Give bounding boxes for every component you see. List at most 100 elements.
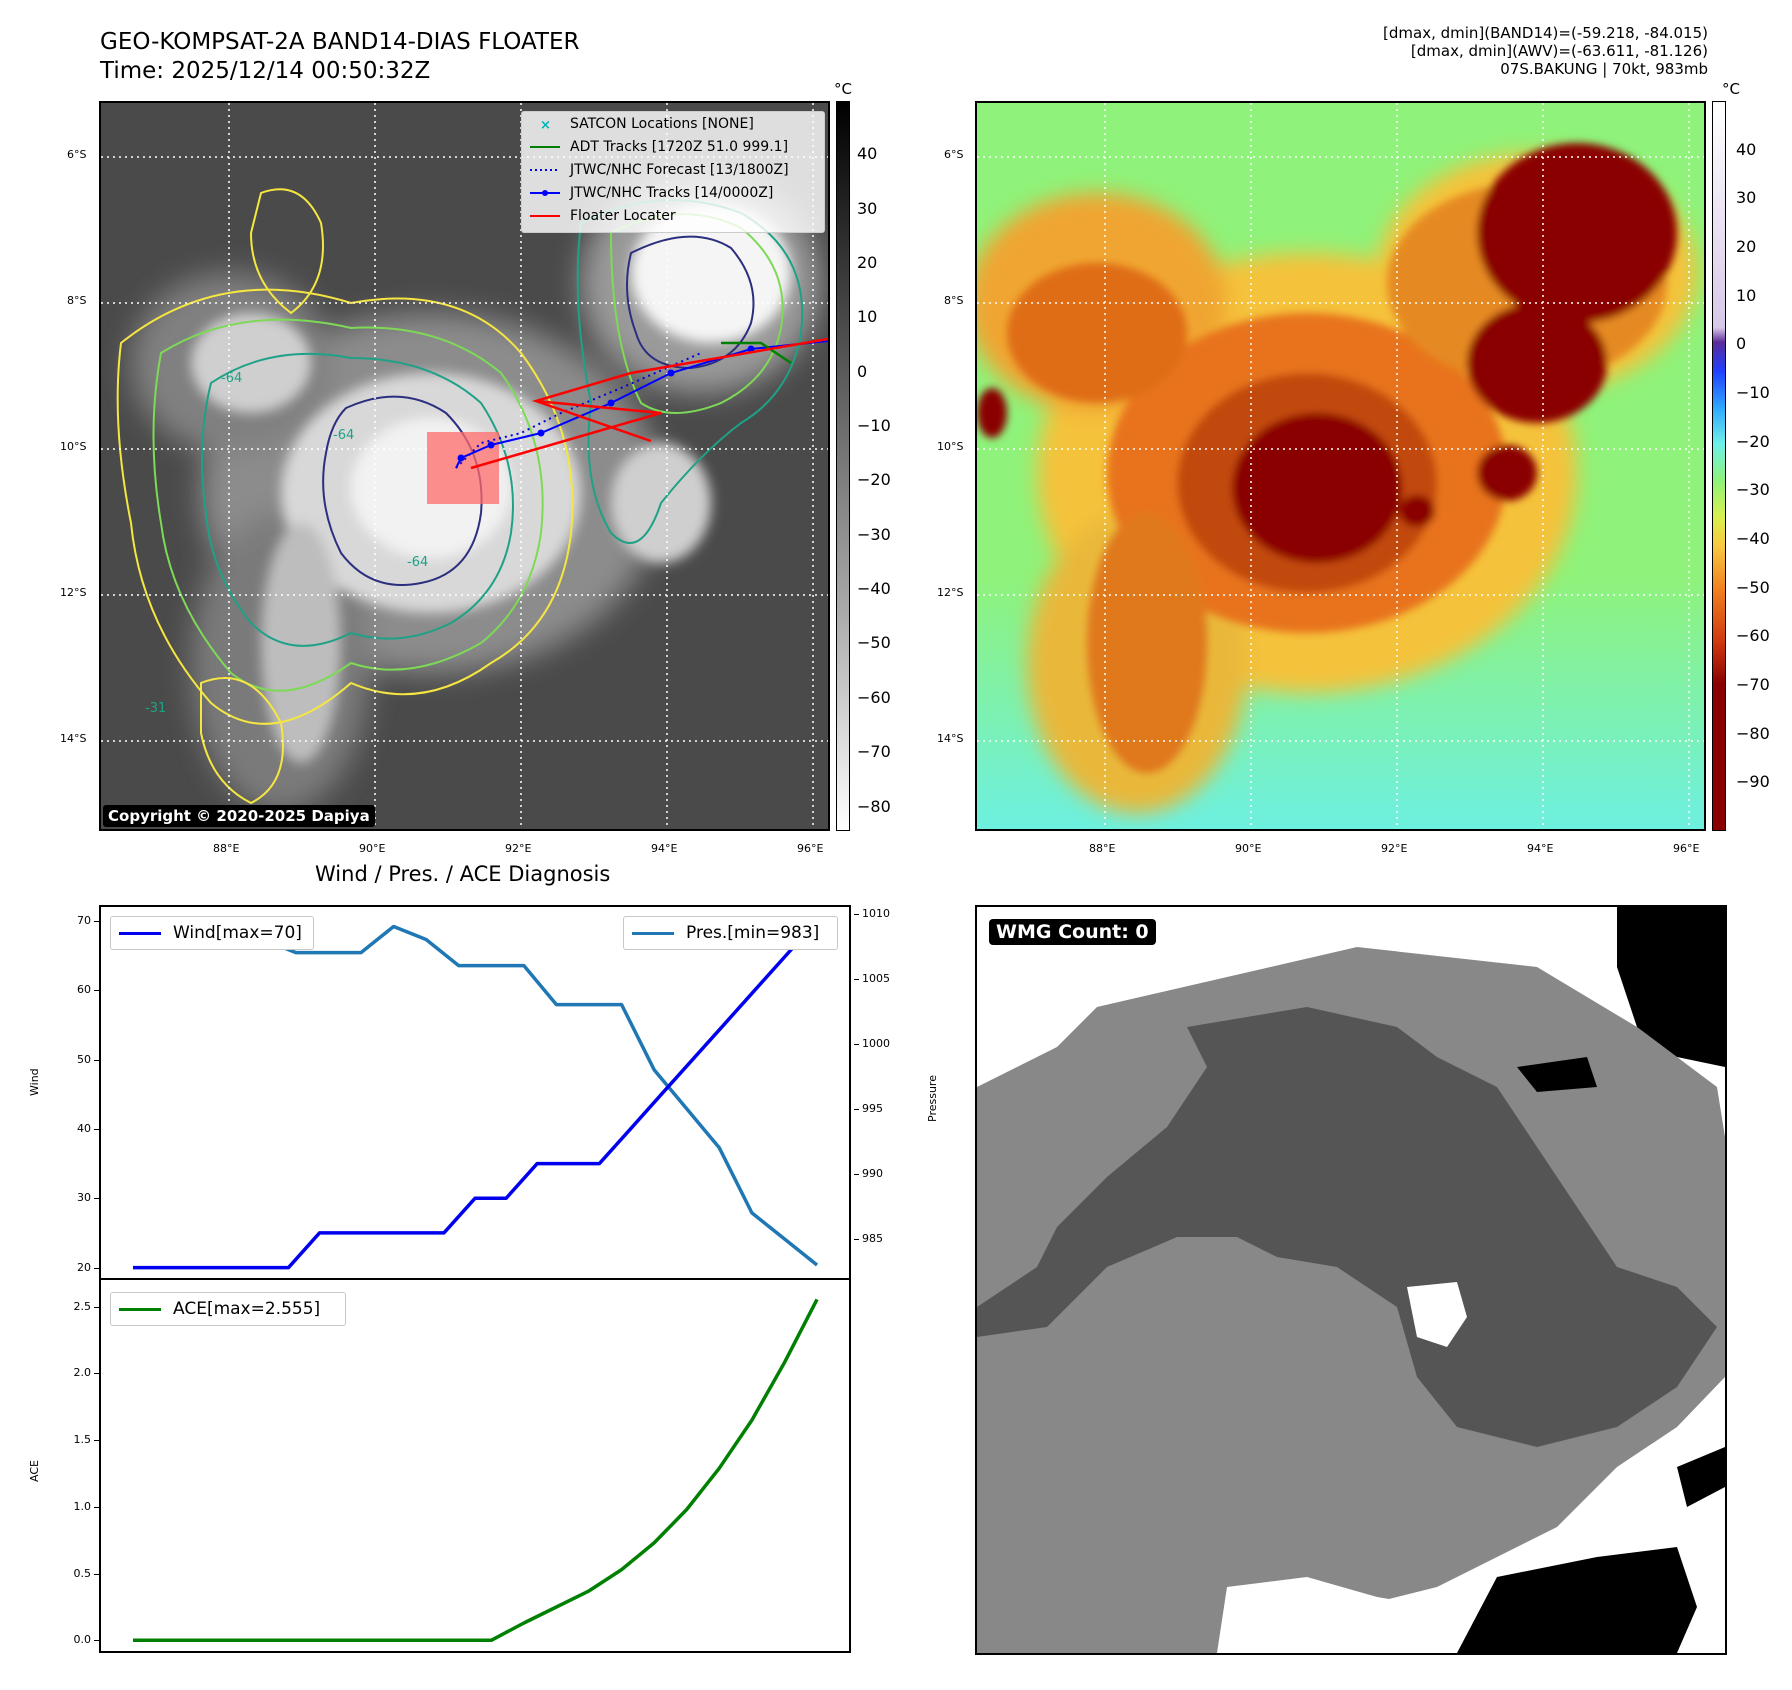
copyright-badge: Copyright © 2020-2025 Dapiya (103, 805, 375, 827)
ir-color-map-image (977, 103, 1704, 829)
color-cbar-tick-13: −90 (1736, 772, 1770, 792)
color-cbar-tick-11: −70 (1736, 675, 1770, 694)
gray-cbar-tick-4: 0 (857, 361, 868, 381)
color-cbar-tick-4: 0 (1736, 334, 1747, 354)
pressure-legend-swatch (632, 931, 674, 935)
colorbar-gray-unit: °C (834, 80, 852, 98)
ace-legend-swatch (119, 1307, 161, 1311)
wind-line (133, 919, 819, 1270)
lon-label-92e: 92°E (505, 842, 532, 855)
pressure-axis-label: Pressure (926, 1075, 939, 1122)
lat-label-14s-right: 14°S (937, 732, 964, 745)
lat-label-6s: 6°S (67, 148, 87, 161)
info-band14: [dmax, dmin](BAND14)=(-59.218, -84.015) (1383, 24, 1708, 42)
adt-line-icon (530, 146, 560, 148)
ace-line (133, 1298, 819, 1643)
ace-tick-mark-3 (94, 1506, 99, 1508)
legend-tracks: JTWC/NHC Tracks [14/0000Z] (530, 183, 773, 203)
ace-panel: ACE[max=2.555] (99, 1278, 851, 1653)
ace-plot (133, 1298, 819, 1643)
gray-cbar-tick-6: −20 (857, 470, 891, 490)
pressure-tick-3: 995 (862, 1101, 883, 1115)
pressure-tick-mark-4 (854, 1173, 859, 1175)
lon-label-94e-right: 94°E (1527, 842, 1554, 855)
wind-legend-swatch (119, 931, 161, 935)
lat-label-6s-right: 6°S (944, 148, 964, 161)
color-cbar-tick-0: 40 (1736, 139, 1757, 159)
wind-tick-4: 30 (77, 1191, 91, 1205)
colorbar-gray (836, 101, 850, 831)
ace-tick-5: 0.0 (73, 1633, 92, 1647)
wind-tick-mark-1 (94, 990, 99, 992)
floater-line-icon (530, 215, 560, 217)
wind-tick-mark-2 (94, 1059, 99, 1061)
ace-legend: ACE[max=2.555] (110, 1292, 346, 1326)
chart-title: Wind / Pres. / ACE Diagnosis (315, 862, 611, 886)
lon-label-96e-right: 96°E (1673, 842, 1700, 855)
wind-tick-mark-5 (94, 1267, 99, 1269)
pressure-tick-2: 1000 (862, 1036, 890, 1050)
wind-tick-2: 50 (77, 1052, 91, 1066)
info-awv: [dmax, dmin](AWV)=(-63.611, -81.126) (1410, 42, 1708, 60)
wind-legend: Wind[max=70] (110, 916, 314, 950)
ace-axis-label: ACE (28, 1460, 41, 1482)
contour-label-4: -31 (145, 701, 167, 716)
figure-title: GEO-KOMPSAT-2A BAND14-DIAS FLOATER (100, 29, 580, 55)
gray-cbar-tick-7: −30 (857, 524, 891, 544)
info-storm: 07S.BAKUNG | 70kt, 983mb (1500, 60, 1708, 78)
ace-tick-mark-1 (94, 1373, 99, 1375)
gray-cbar-tick-8: −40 (857, 579, 891, 599)
ace-tick-mark-5 (94, 1640, 99, 1642)
ace-tick-2: 1.5 (73, 1433, 92, 1447)
colorbar-color-unit: °C (1722, 80, 1740, 98)
ace-tick-mark-2 (94, 1440, 99, 1442)
wind-tick-0: 70 (77, 913, 91, 927)
tracks-line-icon (530, 190, 560, 196)
color-cbar-tick-3: 10 (1736, 285, 1757, 305)
legend-adt: ADT Tracks [1720Z 51.0 999.1] (530, 137, 788, 157)
forecast-line-icon (530, 169, 560, 171)
lat-label-10s-right: 10°S (937, 440, 964, 453)
contour-label-1: -64 (221, 371, 243, 386)
wmg-count-badge: WMG Count: 0 (989, 919, 1156, 945)
lat-label-8s-right: 8°S (944, 294, 964, 307)
color-cbar-tick-6: −20 (1736, 431, 1770, 451)
ace-tick-4: 0.5 (73, 1566, 92, 1580)
color-cbar-tick-10: −60 (1736, 626, 1770, 646)
gray-cbar-tick-2: 20 (857, 252, 878, 272)
ir-gray-map: -64 -64 -64 -31 × SATCON Locations [NONE… (99, 101, 830, 831)
legend-satcon: × SATCON Locations [NONE] (530, 114, 754, 134)
lat-label-8s: 8°S (67, 294, 87, 307)
pressure-tick-5: 985 (862, 1231, 883, 1245)
pressure-tick-4: 990 (862, 1166, 883, 1180)
color-cbar-tick-7: −30 (1736, 480, 1770, 500)
figure-time: Time: 2025/12/14 00:50:32Z (100, 58, 431, 84)
color-cbar-tick-2: 20 (1736, 237, 1757, 256)
colorbar-color (1712, 101, 1726, 831)
svg-text:×: × (540, 118, 551, 130)
legend-forecast: JTWC/NHC Forecast [13/1800Z] (530, 160, 789, 180)
wmg-image (977, 907, 1725, 1653)
lon-label-90e: 90°E (359, 842, 386, 855)
color-cbar-tick-5: −10 (1736, 383, 1770, 402)
pressure-tick-1: 1005 (862, 971, 890, 985)
pressure-tick-mark-3 (854, 1108, 859, 1110)
ace-tick-mark-0 (94, 1306, 99, 1308)
gray-cbar-tick-5: −10 (857, 416, 891, 436)
wind-pressure-panel: Wind[max=70] Pres.[min=983] (99, 905, 851, 1280)
pressure-tick-mark-0 (854, 913, 859, 915)
gray-cbar-tick-12: −80 (857, 796, 891, 816)
ace-tick-mark-4 (94, 1573, 99, 1575)
gray-cbar-tick-0: 40 (857, 144, 878, 164)
lon-label-96e: 96°E (797, 842, 824, 855)
ace-tick-1: 2.0 (73, 1366, 92, 1380)
wind-tick-mark-3 (94, 1128, 99, 1130)
pressure-tick-mark-1 (854, 978, 859, 980)
lat-label-12s-right: 12°S (937, 586, 964, 599)
lon-label-94e: 94°E (651, 842, 678, 855)
contour-label-2: -64 (333, 428, 355, 443)
color-cbar-tick-1: 30 (1736, 188, 1757, 208)
lon-label-88e-right: 88°E (1089, 842, 1116, 855)
wind-tick-3: 40 (77, 1121, 91, 1135)
wmg-panel: WMG Count: 0 (975, 905, 1727, 1655)
